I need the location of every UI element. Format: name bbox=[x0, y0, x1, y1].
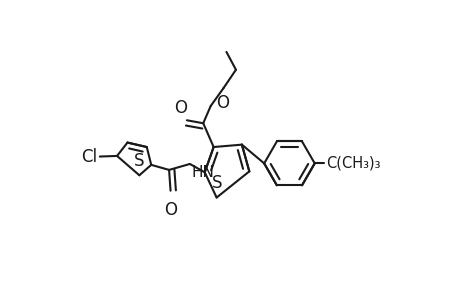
Text: S: S bbox=[134, 152, 144, 170]
Text: O: O bbox=[216, 94, 229, 112]
Text: C(CH₃)₃: C(CH₃)₃ bbox=[325, 156, 380, 171]
Text: HN: HN bbox=[190, 166, 213, 181]
Text: O: O bbox=[164, 201, 177, 219]
Text: O: O bbox=[174, 99, 186, 117]
Text: S: S bbox=[212, 174, 222, 192]
Text: Cl: Cl bbox=[80, 148, 97, 166]
